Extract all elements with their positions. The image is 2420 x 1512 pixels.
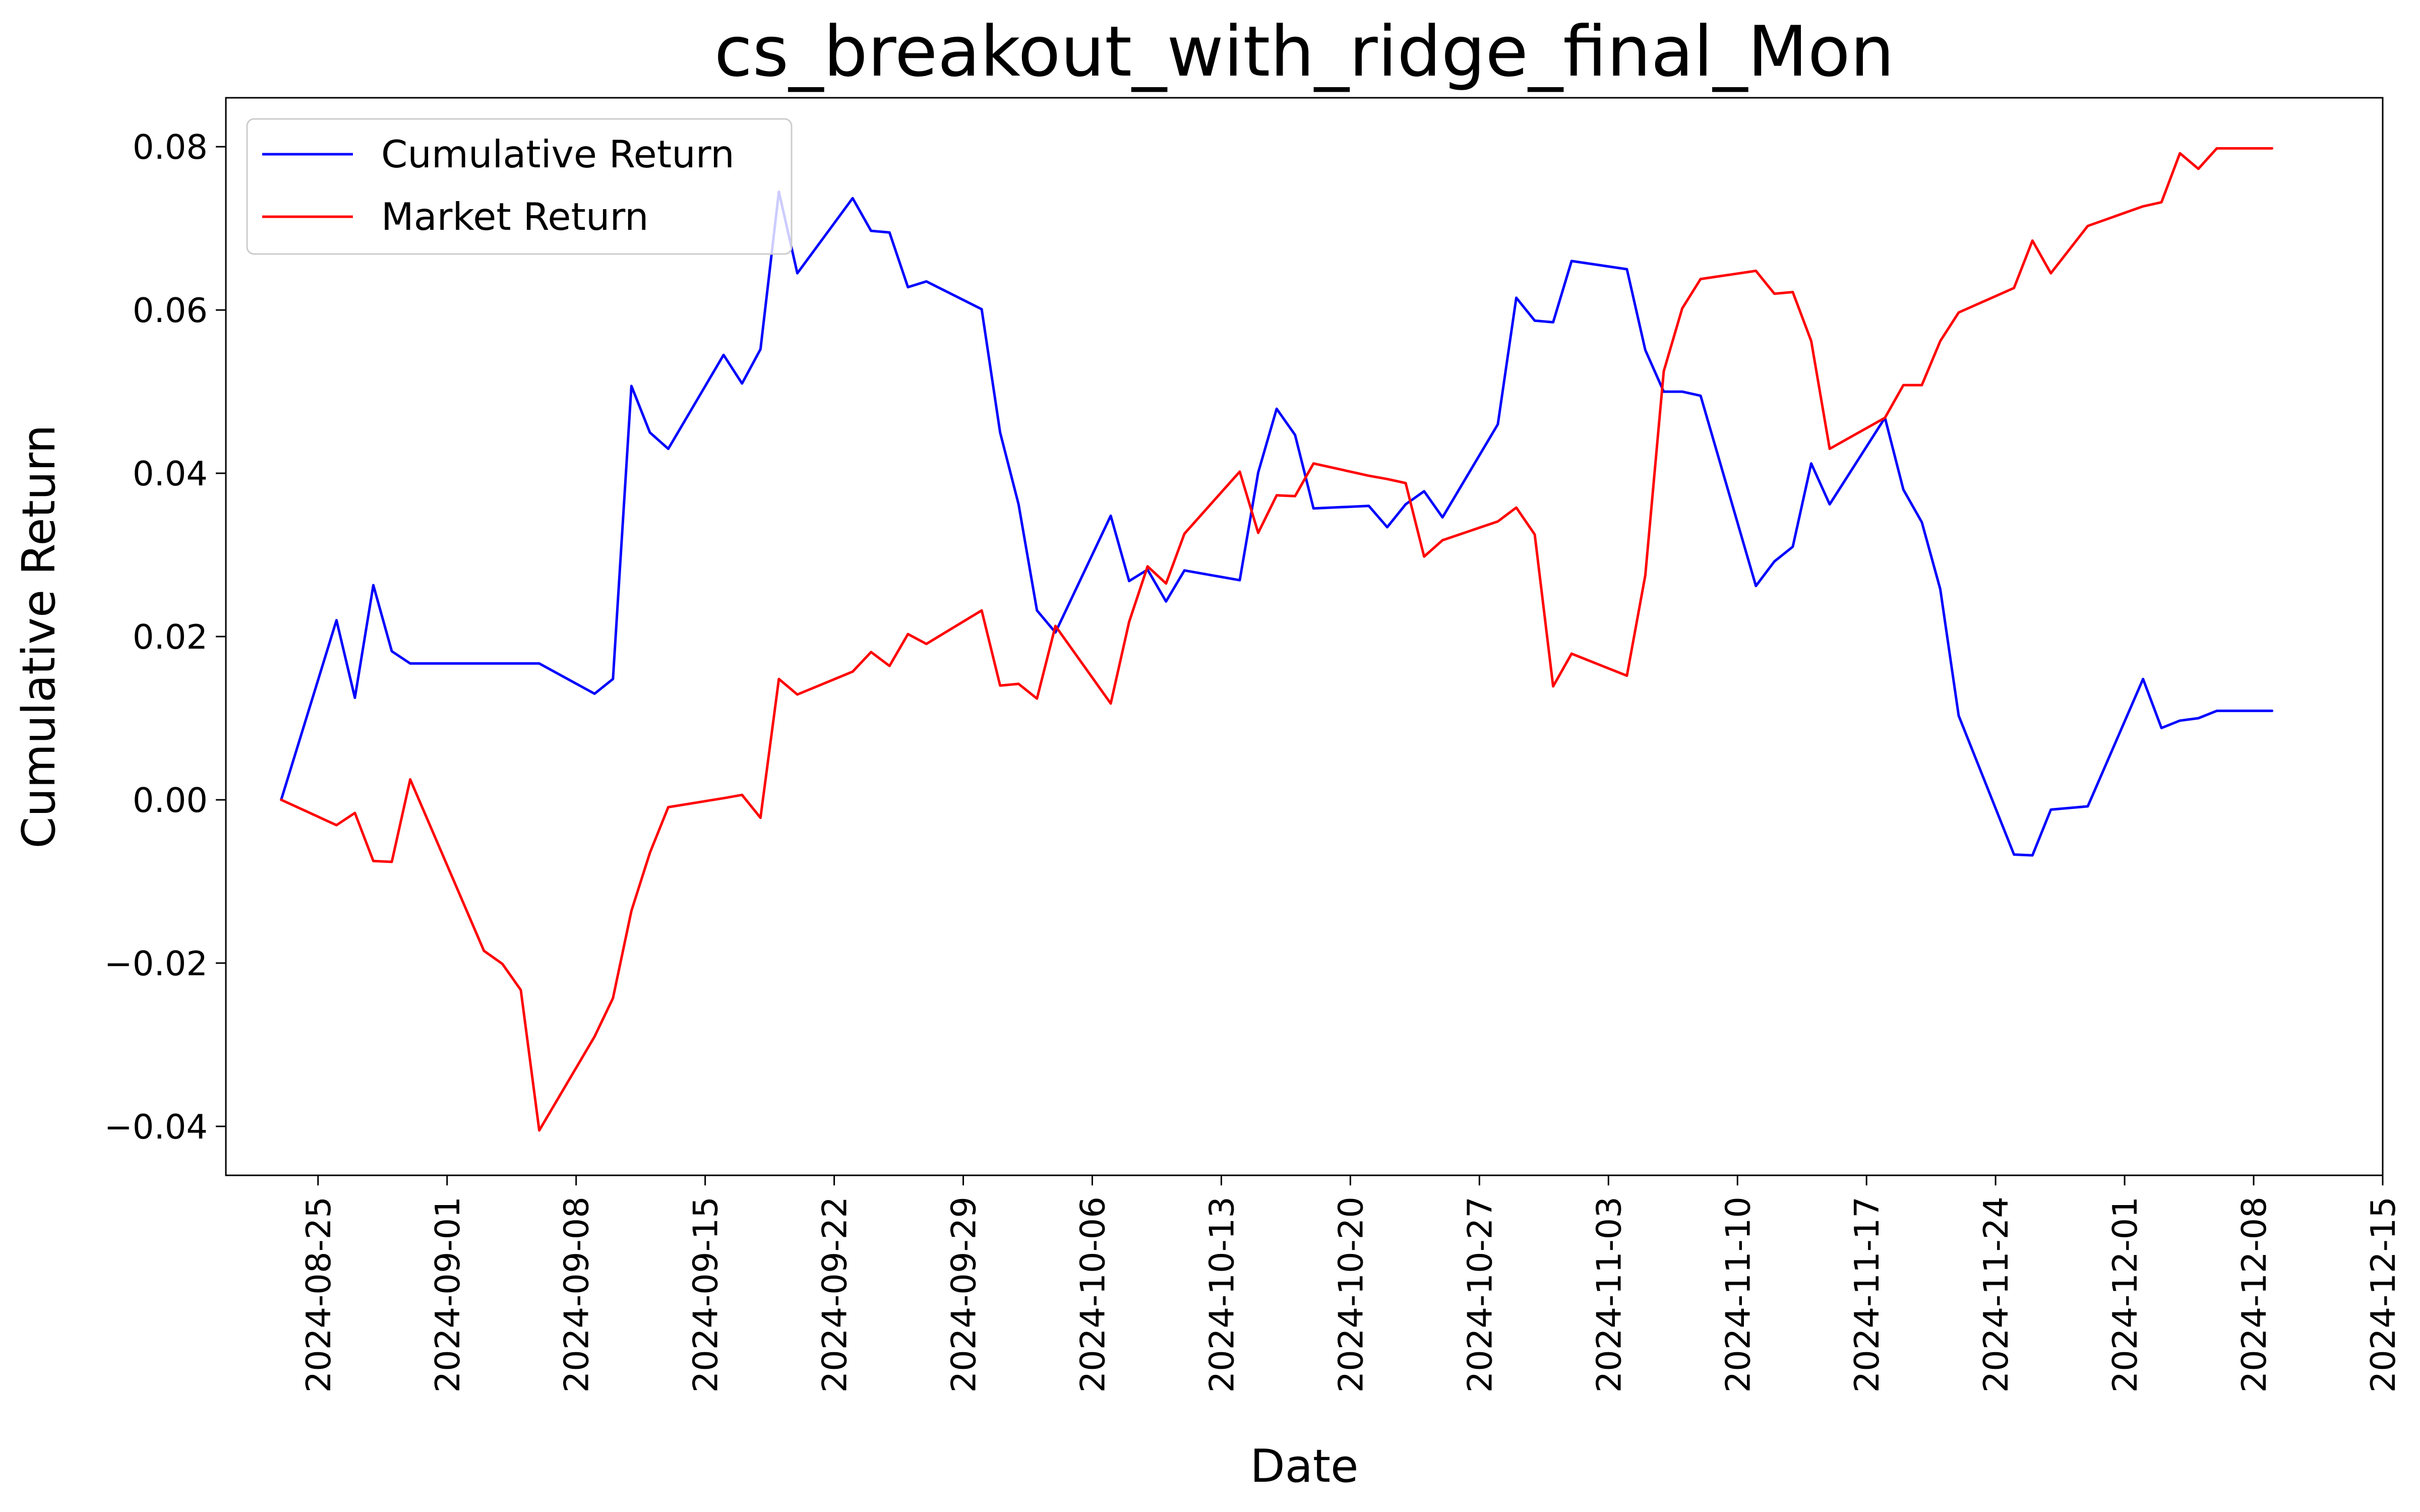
series-line-market-return [280, 147, 2274, 1132]
y-tick-label: 0.02 [133, 617, 208, 657]
x-tick-label: 2024-11-17 [1847, 1196, 1887, 1393]
x-tick-label: 2024-09-15 [686, 1196, 725, 1393]
x-axis-label: Date [1250, 1440, 1358, 1493]
x-tick-label: 2024-09-29 [944, 1196, 984, 1393]
x-tick-label: 2024-12-01 [2105, 1196, 2145, 1393]
y-axis: −0.04 −0.02 0.00 0.02 0.04 0.06 0.08 [104, 128, 226, 1147]
legend-box [246, 118, 793, 255]
y-tick-label: 0.08 [133, 128, 208, 167]
x-axis: 2024-08-25 2024-09-01 2024-09-08 2024-09-15… [299, 1175, 2403, 1393]
x-tick-label: 2024-11-24 [1976, 1196, 2016, 1393]
legend-label-market-return: Market Return [381, 195, 649, 239]
plot-series [280, 147, 2274, 1132]
x-tick-label: 2024-10-20 [1331, 1196, 1370, 1393]
x-tick-label: 2024-09-08 [557, 1196, 596, 1393]
x-tick-label: 2024-11-03 [1589, 1196, 1628, 1393]
x-tick-label: 2024-08-25 [299, 1196, 338, 1393]
legend: Cumulative Return Market Return [246, 118, 793, 255]
y-tick-label: −0.04 [104, 1107, 208, 1147]
series-line-cumulative-return [280, 190, 2274, 857]
x-tick-label: 2024-12-15 [2364, 1196, 2403, 1393]
y-tick-label: 0.00 [133, 781, 208, 820]
y-tick-label: −0.02 [104, 944, 208, 983]
x-tick-label: 2024-09-22 [815, 1196, 855, 1393]
x-tick-label: 2024-10-06 [1073, 1196, 1113, 1393]
x-tick-label: 2024-10-13 [1202, 1196, 1241, 1393]
chart-title: cs_breakout_with_ridge_final_Mon [714, 11, 1895, 92]
y-axis-label: Cumulative Return [13, 425, 66, 849]
plot-frame [225, 97, 2384, 1176]
x-tick-label: 2024-09-01 [428, 1196, 467, 1393]
x-tick-label: 2024-11-10 [1718, 1196, 1758, 1393]
x-tick-label: 2024-10-27 [1460, 1196, 1499, 1393]
legend-label-cumulative-return: Cumulative Return [381, 132, 735, 176]
x-tick-label: 2024-12-08 [2234, 1196, 2274, 1393]
y-tick-label: 0.04 [133, 454, 208, 493]
y-tick-label: 0.06 [133, 291, 208, 330]
